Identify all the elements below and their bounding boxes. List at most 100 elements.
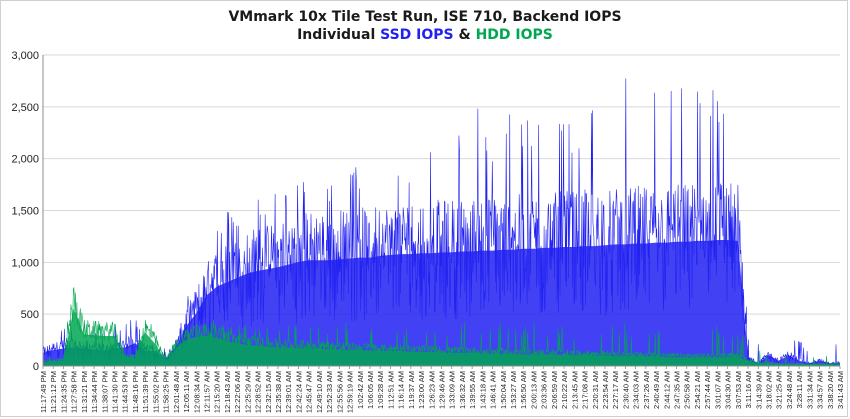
x-tick-label: 2:37:26 AM — [642, 371, 651, 409]
x-tick-label: 2:40:49 AM — [652, 371, 661, 409]
x-tick-label: 11:48:16 PM — [131, 371, 140, 413]
hdd-series — [42, 287, 841, 366]
y-tick-label: 1,000 — [11, 257, 39, 269]
x-tick-label: 1:16:14 AM — [397, 371, 406, 409]
x-tick-label: 2:03:36 AM — [540, 371, 549, 409]
hdd-trace — [42, 287, 841, 365]
x-tick-label: 12:32:15 AM — [264, 371, 273, 413]
x-tick-label: 12:42:24 AM — [294, 371, 303, 413]
chart-title: VMmark 10x Tile Test Run, ISE 710, Backe… — [0, 8, 850, 44]
x-tick-label: 11:38:07 PM — [100, 371, 109, 413]
x-tick-label: 11:55:02 PM — [151, 371, 160, 413]
x-tick-label: 12:55:56 AM — [335, 371, 344, 413]
x-tick-label: 2:23:54 AM — [601, 371, 610, 409]
ssd-trace — [42, 78, 841, 365]
x-tick-label: 2:06:59 AM — [550, 371, 559, 409]
ssd-area — [43, 239, 840, 366]
x-tick-label: 2:00:13 AM — [529, 371, 538, 409]
x-tick-label: 11:51:39 PM — [141, 371, 150, 413]
x-tick-label: 12:18:43 AM — [223, 371, 232, 413]
x-tick-label: 11:41:30 PM — [111, 371, 120, 413]
x-tick-label: 3:11:16 AM — [744, 371, 753, 408]
x-tick-label: 1:53:27 AM — [509, 371, 518, 409]
x-tick-label: 3:07:53 AM — [734, 371, 743, 409]
x-tick-label: 11:17:49 PM — [39, 371, 48, 413]
x-tick-label: 12:35:38 AM — [274, 371, 283, 413]
chart-subtitle: Individual SSD IOPS & HDD IOPS — [0, 26, 850, 44]
x-tick-label: 3:14:39 AM — [754, 371, 763, 409]
x-tick-label: 11:34:44 PM — [90, 371, 99, 413]
x-tick-label: 1:39:55 AM — [468, 371, 477, 409]
x-axis-ticks: 11:17:49 PM 11:21:12 PM 11:24:35 PM 11:27:5… — [39, 366, 845, 413]
x-tick-label: 11:58:25 PM — [162, 371, 171, 413]
x-tick-label: 1:46:41 AM — [489, 371, 498, 409]
x-tick-label: 1:09:28 AM — [376, 371, 385, 409]
y-tick-label: 2,000 — [11, 154, 39, 166]
x-tick-label: 2:50:58 AM — [683, 371, 692, 409]
x-tick-label: 12:25:29 AM — [243, 371, 252, 413]
x-tick-label: 1:23:00 AM — [417, 371, 426, 409]
x-tick-label: 3:21:25 AM — [775, 371, 784, 409]
y-tick-label: 1,500 — [11, 206, 39, 218]
x-tick-label: 1:50:04 AM — [499, 371, 508, 409]
x-tick-label: 11:24:35 PM — [59, 371, 68, 413]
chart-title-line1: VMmark 10x Tile Test Run, ISE 710, Backe… — [228, 9, 622, 25]
x-tick-label: 12:05:11 AM — [182, 371, 191, 413]
x-tick-label: 3:24:48 AM — [785, 371, 794, 409]
x-tick-label: 3:38:20 AM — [826, 371, 835, 409]
x-tick-label: 12:52:33 AM — [325, 371, 334, 413]
x-tick-label: 2:27:17 AM — [611, 371, 620, 409]
x-tick-label: 2:30:40 AM — [621, 371, 630, 409]
x-tick-label: 12:22:06 AM — [233, 371, 242, 413]
x-tick-label: 3:31:34 AM — [805, 371, 814, 409]
ssd-series — [42, 78, 841, 366]
x-tick-label: 11:44:53 PM — [121, 371, 130, 413]
x-tick-label: 3:41:43 AM — [836, 371, 845, 409]
x-tick-label: 1:43:18 AM — [478, 371, 487, 409]
x-tick-label: 2:54:21 AM — [693, 371, 702, 409]
x-tick-label: 2:13:45 AM — [570, 371, 579, 409]
hdd-area — [43, 308, 840, 366]
x-tick-label: 3:28:11 AM — [795, 371, 804, 408]
x-tick-label: 2:47:35 AM — [673, 371, 682, 409]
x-tick-label: 12:59:19 AM — [346, 371, 355, 413]
x-tick-label: 3:18:02 AM — [764, 371, 773, 409]
x-tick-label: 1:26:23 AM — [427, 371, 436, 409]
subtitle-ssd-label: SSD IOPS — [380, 27, 454, 43]
x-tick-label: 11:21:12 PM — [49, 371, 58, 413]
y-axis-ticks: 0 500 1,000 1,500 2,000 2,500 3,000 — [11, 50, 39, 373]
x-tick-label: 12:08:34 AM — [192, 371, 201, 413]
subtitle-amp: & — [458, 27, 471, 43]
x-tick-label: 11:27:58 PM — [70, 371, 79, 413]
x-tick-label: 1:36:32 AM — [458, 371, 467, 409]
x-tick-label: 12:28:52 AM — [254, 371, 263, 413]
subtitle-hdd-label: HDD IOPS — [475, 27, 553, 43]
y-tick-label: 500 — [21, 309, 39, 321]
x-tick-label: 2:44:12 AM — [662, 371, 671, 409]
y-tick-label: 2,500 — [11, 102, 39, 114]
x-tick-label: 12:39:01 AM — [284, 371, 293, 413]
x-tick-label: 1:06:05 AM — [366, 371, 375, 409]
x-tick-label: 12:01:48 AM — [172, 371, 181, 413]
x-tick-label: 11:31:21 PM — [80, 371, 89, 413]
x-tick-label: 3:01:07 AM — [713, 371, 722, 409]
x-tick-label: 3:34:57 AM — [816, 371, 825, 409]
x-tick-label: 2:57:44 AM — [703, 371, 712, 409]
x-tick-label: 12:49:10 AM — [315, 371, 324, 413]
x-tick-label: 1:12:51 AM — [386, 371, 395, 409]
x-tick-label: 1:29:46 AM — [438, 371, 447, 409]
x-tick-label: 12:15:20 AM — [213, 371, 222, 413]
x-tick-label: 1:56:50 AM — [519, 371, 528, 409]
x-tick-label: 2:20:31 AM — [591, 371, 600, 409]
x-tick-label: 2:10:22 AM — [560, 371, 569, 409]
y-tick-label: 0 — [33, 361, 39, 373]
x-tick-label: 1:33:09 AM — [448, 371, 457, 409]
x-tick-label: 12:45:47 AM — [305, 371, 314, 413]
x-tick-label: 3:04:30 AM — [724, 371, 733, 409]
x-tick-label: 12:11:57 AM — [202, 371, 211, 413]
x-tick-label: 1:02:42 AM — [356, 371, 365, 409]
x-tick-label: 2:17:08 AM — [581, 371, 590, 409]
subtitle-prefix: Individual — [297, 27, 376, 43]
x-tick-label: 1:19:37 AM — [407, 371, 416, 409]
